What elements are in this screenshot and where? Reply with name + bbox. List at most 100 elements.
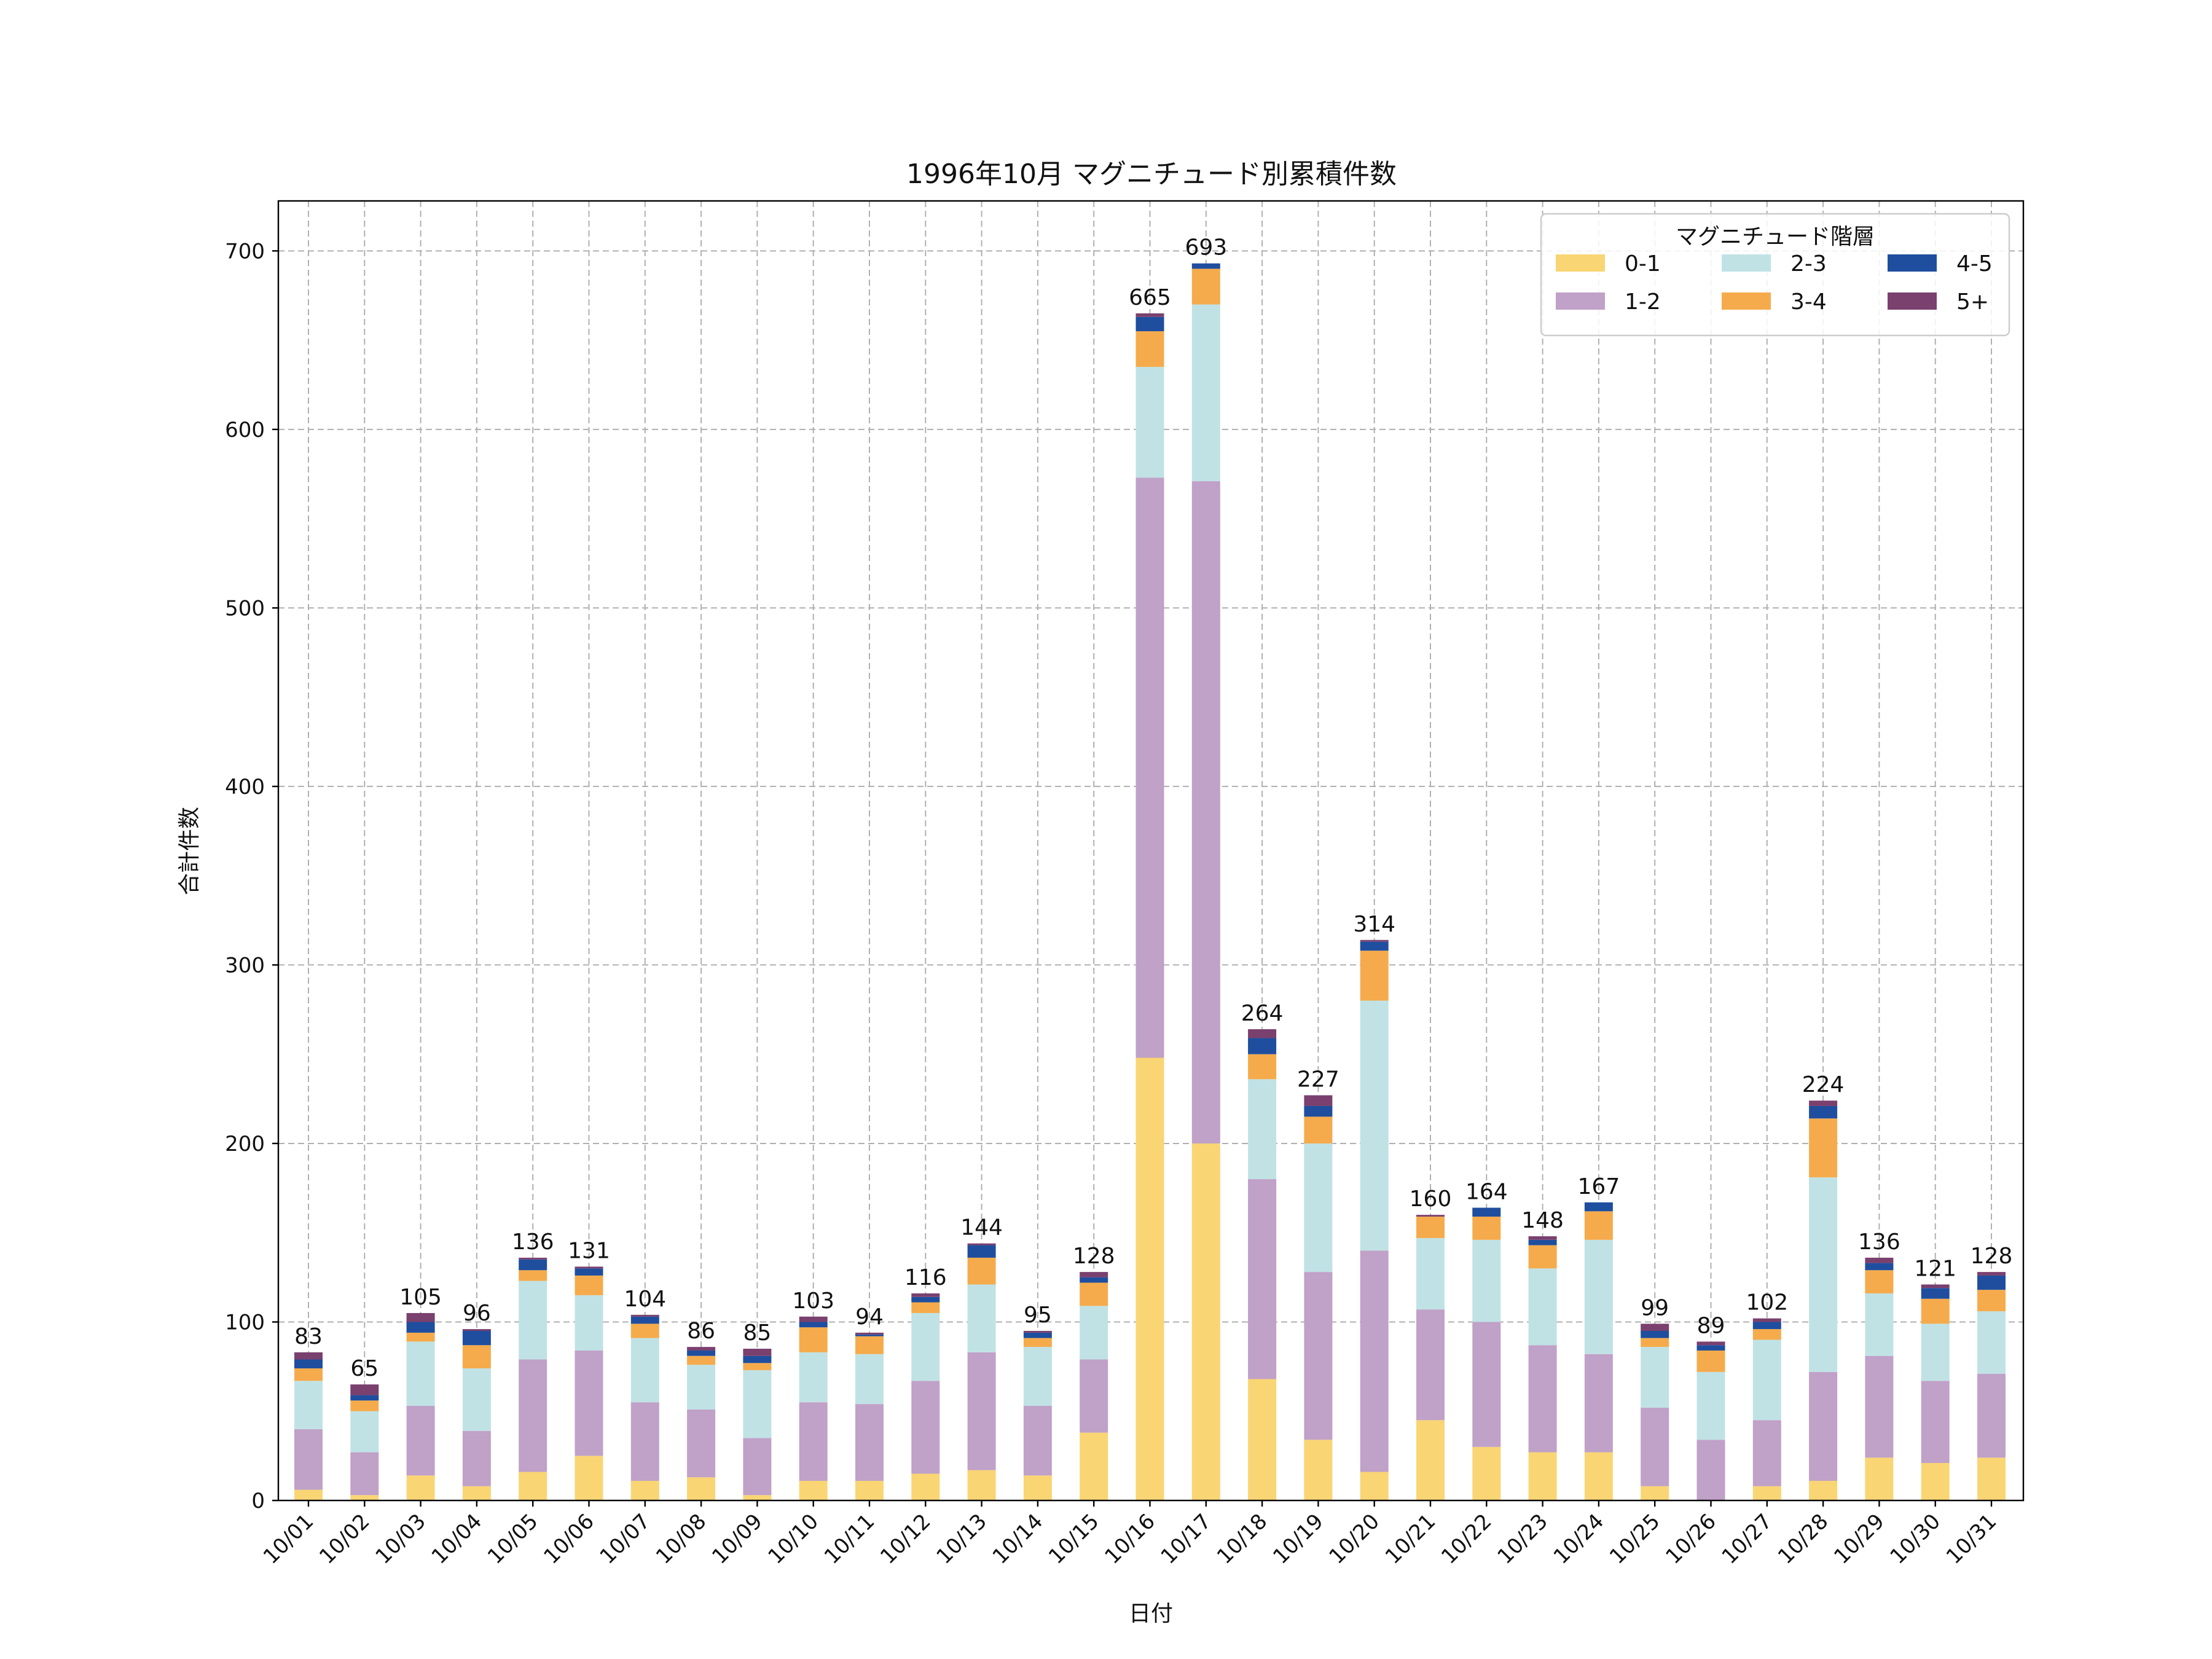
bar-segment xyxy=(1416,1420,1445,1500)
x-tick-label: 10/01 xyxy=(259,1509,319,1569)
bar-segment xyxy=(855,1334,884,1336)
total-label: 89 xyxy=(1697,1313,1725,1338)
bar-segment xyxy=(1696,1350,1725,1372)
bar-segment xyxy=(294,1352,323,1360)
bar-segment xyxy=(799,1327,828,1352)
x-tick-label: 10/21 xyxy=(1381,1509,1441,1569)
bar-segment xyxy=(911,1312,940,1381)
x-tick-label: 10/24 xyxy=(1549,1509,1609,1569)
bar-segment xyxy=(1584,1452,1613,1500)
bar-segment xyxy=(1135,316,1164,332)
x-tick-label: 10/08 xyxy=(651,1509,712,1569)
bar-segment xyxy=(799,1316,828,1322)
bar-segment xyxy=(1752,1318,1781,1322)
bar-segment xyxy=(1752,1486,1781,1500)
bar-segment xyxy=(1921,1462,1950,1500)
bar-segment xyxy=(911,1381,940,1474)
total-label: 264 xyxy=(1241,1001,1284,1026)
bar-segment xyxy=(575,1295,603,1351)
bar-segment xyxy=(1641,1407,1669,1486)
x-tick-label: 10/05 xyxy=(483,1509,543,1569)
bar-segment xyxy=(1248,1054,1277,1080)
total-label: 136 xyxy=(512,1230,554,1255)
bar-segment xyxy=(1977,1272,2006,1276)
bar-segment xyxy=(1528,1268,1557,1346)
bar-segment xyxy=(1191,263,1220,269)
plot-frame xyxy=(277,200,2025,1502)
chart-title: 1996年10月 マグニチュード別累積件数 xyxy=(906,159,1397,190)
y-tick-label: 300 xyxy=(225,953,265,978)
bar-segment xyxy=(1865,1293,1894,1356)
y-axis-title: 合計件数 xyxy=(177,807,202,895)
x-tick-label: 10/28 xyxy=(1773,1509,1834,1569)
x-tick-label: 10/04 xyxy=(427,1509,487,1569)
bar-segment xyxy=(1023,1331,1052,1333)
bar-segment xyxy=(967,1257,996,1285)
bar-segment xyxy=(1865,1457,1894,1500)
bar-segment xyxy=(855,1481,884,1500)
bar-segment xyxy=(630,1481,659,1500)
bar-segment xyxy=(1023,1332,1052,1338)
bar-segment xyxy=(630,1338,659,1403)
x-tick-label: 10/11 xyxy=(820,1509,880,1569)
bar-segment xyxy=(1584,1239,1613,1354)
total-label: 103 xyxy=(792,1288,834,1314)
bar-segment xyxy=(1696,1341,1725,1346)
y-axis: 0 100 200 300 400 500 600 700 xyxy=(225,239,278,1513)
bar-segment xyxy=(462,1430,491,1486)
bar-segment xyxy=(1809,1177,1838,1372)
bar-segment xyxy=(1023,1475,1052,1500)
bar-segment xyxy=(1135,331,1164,367)
bar-segment xyxy=(1080,1432,1108,1500)
bar-segment xyxy=(630,1314,659,1317)
y-tick-label: 100 xyxy=(225,1310,265,1335)
x-tick-label: 10/20 xyxy=(1324,1509,1384,1569)
total-label: 314 xyxy=(1353,912,1395,937)
total-label: 136 xyxy=(1858,1230,1900,1255)
legend-swatch xyxy=(1722,254,1771,272)
bar-segment xyxy=(1977,1290,2006,1312)
bar-segment xyxy=(687,1365,716,1410)
bar-segment xyxy=(1977,1373,2006,1458)
bar-segment xyxy=(911,1302,940,1313)
bar-segment xyxy=(1416,1309,1445,1421)
bar-segment xyxy=(1641,1331,1669,1338)
total-label: 94 xyxy=(855,1304,884,1330)
bar-segment xyxy=(855,1336,884,1354)
bar-segment xyxy=(630,1316,659,1324)
bar-segment xyxy=(1865,1263,1894,1271)
x-tick-label: 10/03 xyxy=(371,1509,431,1569)
total-labels: 83 65 105 96 136 131 104 86 85 103 94 116 144 95 128 66… xyxy=(294,235,2012,1381)
x-tick-label: 10/16 xyxy=(1100,1509,1160,1569)
bar-segment xyxy=(1304,1105,1333,1117)
bar-segment xyxy=(1360,1472,1389,1500)
total-label: 96 xyxy=(463,1301,491,1326)
total-label: 105 xyxy=(399,1285,442,1310)
bar-segment xyxy=(294,1381,323,1429)
bar-segment xyxy=(1921,1298,1950,1324)
bar-segment xyxy=(855,1354,884,1405)
legend: マグニチュード階層 0-1 1-2 2-3 3-4 4-5 5+ xyxy=(1540,213,2010,337)
bar-segment xyxy=(743,1349,772,1356)
bar-segment xyxy=(1977,1275,2006,1290)
bar-segment xyxy=(1248,1379,1277,1500)
bar-segment xyxy=(350,1452,379,1496)
bar-segment xyxy=(1584,1354,1613,1453)
x-tick-label: 10/18 xyxy=(1212,1509,1273,1569)
bar-segment xyxy=(519,1359,547,1472)
bar-segment xyxy=(799,1352,828,1403)
bar-segment xyxy=(1080,1306,1108,1360)
bar-segment xyxy=(462,1329,491,1332)
bar-segment xyxy=(462,1345,491,1369)
bar-segment xyxy=(1191,269,1220,305)
x-tick-label: 10/31 xyxy=(1942,1509,2002,1569)
bar-segment xyxy=(519,1257,547,1260)
bar-segment xyxy=(1191,481,1220,1143)
bar-segment xyxy=(743,1495,772,1500)
bar-segment xyxy=(350,1384,379,1395)
bar-segment xyxy=(1752,1322,1781,1330)
bar-segment xyxy=(406,1332,435,1342)
bar-segment xyxy=(1752,1329,1781,1340)
bar-segment xyxy=(687,1477,716,1500)
total-label: 95 xyxy=(1024,1303,1052,1328)
